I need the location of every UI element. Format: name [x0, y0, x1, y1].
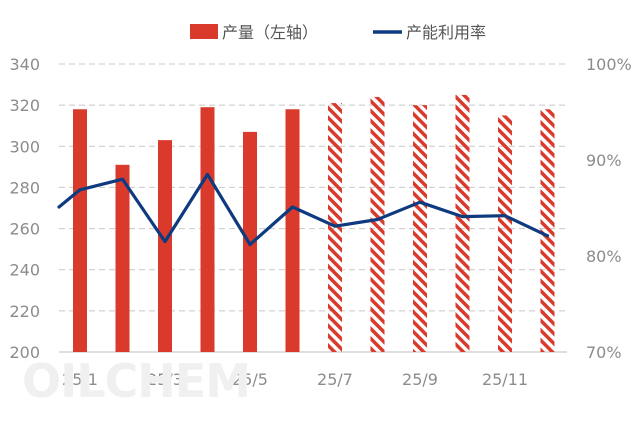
bar-series	[73, 94, 555, 353]
bar-5	[285, 109, 300, 352]
right-axis: 70% 80% 90% 100%	[586, 55, 632, 362]
bar-9	[455, 94, 470, 352]
bar-2	[158, 140, 172, 352]
bar-0	[73, 109, 87, 352]
left-tick-label-1: 220	[9, 302, 40, 321]
bar-11	[540, 109, 555, 352]
x-tick-label-5: 25/11	[482, 370, 528, 389]
left-tick-label-6: 320	[9, 96, 40, 115]
legend-bar-label: 产量（左轴）	[222, 23, 318, 42]
left-tick-label-3: 260	[9, 220, 40, 239]
bar-8	[413, 105, 427, 353]
line-series	[57, 172, 550, 247]
left-tick-label-7: 340	[9, 55, 40, 74]
left-tick-label-5: 300	[9, 137, 40, 156]
watermark: OILCHEM	[22, 354, 250, 408]
x-tick-label-0: 25/1	[62, 370, 98, 389]
legend: 产量（左轴） 产能利用率	[190, 23, 486, 42]
grid	[59, 63, 567, 353]
right-tick-label-0: 70%	[586, 343, 622, 362]
x-tick-label-3: 25/7	[317, 370, 353, 389]
bar-7	[370, 96, 385, 353]
right-tick-label-2: 90%	[586, 151, 622, 170]
legend-bar-swatch	[190, 24, 218, 39]
x-tick-label-1: 25/3	[147, 370, 183, 389]
x-tick-label-4: 25/9	[402, 370, 438, 389]
bar-10	[498, 115, 512, 352]
left-axis: 200 220 240 260 280 300 320 340	[9, 55, 40, 362]
right-tick-label-3: 100%	[586, 55, 632, 74]
left-tick-label-4: 280	[9, 178, 40, 197]
x-axis: 25/1 25/3 25/5 25/7 25/9 25/11	[62, 370, 528, 389]
left-tick-label-2: 240	[9, 261, 40, 280]
utilization-line	[57, 172, 550, 247]
left-tick-label-0: 200	[9, 343, 40, 362]
x-tick-label-2: 25/5	[232, 370, 268, 389]
bar-3	[200, 107, 215, 352]
bar-1	[115, 164, 130, 352]
right-tick-label-1: 80%	[586, 247, 622, 266]
legend-line-label: 产能利用率	[406, 23, 486, 42]
